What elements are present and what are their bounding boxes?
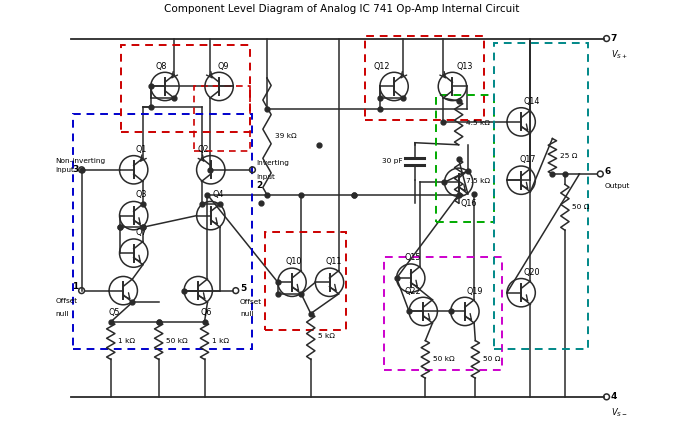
Text: 39 kΩ: 39 kΩ [274,134,296,139]
Bar [265,232,346,330]
Text: Q10: Q10 [286,257,302,266]
Text: Q12: Q12 [373,61,390,71]
Text: Q19: Q19 [467,287,484,296]
Text: 5: 5 [240,284,246,293]
Text: Q3: Q3 [135,190,147,199]
Text: null: null [240,311,254,317]
Text: 1 kΩ: 1 kΩ [118,338,135,343]
Text: null: null [55,312,69,318]
Text: Q16: Q16 [461,199,477,208]
Text: Q1: Q1 [135,145,147,153]
Text: Output: Output [605,183,630,189]
Text: Non-inverting: Non-inverting [55,158,105,164]
Text: Q9: Q9 [218,61,229,71]
Bar [194,86,250,151]
Text: 50 Ω: 50 Ω [483,356,500,363]
Bar [121,45,250,132]
Bar [365,36,484,120]
Text: 50 kΩ: 50 kΩ [166,338,188,343]
Text: Q17: Q17 [519,155,536,165]
Text: 3: 3 [72,165,78,174]
Bar [436,95,494,222]
Text: 25 Ω: 25 Ω [560,153,577,159]
Title: Component Level Diagram of Analog IC 741 Op-Amp Internal Circuit: Component Level Diagram of Analog IC 741… [164,4,520,14]
Text: Offset: Offset [55,298,77,304]
Text: Q13: Q13 [457,61,473,71]
Text: Q15: Q15 [404,253,421,262]
Text: Q2: Q2 [197,145,209,153]
Text: 1: 1 [72,282,78,291]
Text: 50 kΩ: 50 kΩ [433,356,454,363]
Text: Q5: Q5 [109,308,120,317]
Text: Q4: Q4 [213,190,224,199]
Text: 4.5 kΩ: 4.5 kΩ [466,120,490,126]
Text: input: input [256,174,276,180]
Text: 1 kΩ: 1 kΩ [212,338,229,343]
Text: Q8: Q8 [155,61,166,71]
Bar [73,114,252,349]
Text: Q14: Q14 [523,97,540,106]
Text: 6: 6 [605,167,611,176]
Text: Q7: Q7 [135,228,147,237]
Text: 5 kΩ: 5 kΩ [318,333,335,340]
Text: $V_{S+}$: $V_{S+}$ [611,49,628,61]
Text: 7: 7 [611,34,617,43]
Text: 30 pF: 30 pF [382,159,402,165]
Text: 50 Ω: 50 Ω [573,204,590,210]
Text: Inverting: Inverting [256,159,289,166]
Text: Offset: Offset [240,299,262,305]
Text: 2: 2 [256,181,262,190]
Text: 4: 4 [611,392,617,402]
Text: 7.5 kΩ: 7.5 kΩ [466,178,490,184]
Text: Q20: Q20 [523,268,540,277]
Text: $V_{S-}$: $V_{S-}$ [611,406,628,418]
Bar [494,43,588,349]
Text: Q6: Q6 [200,308,212,317]
Text: Q22: Q22 [404,287,421,296]
Text: Q11: Q11 [326,257,342,266]
Bar [384,257,503,370]
Text: input: input [55,167,75,173]
